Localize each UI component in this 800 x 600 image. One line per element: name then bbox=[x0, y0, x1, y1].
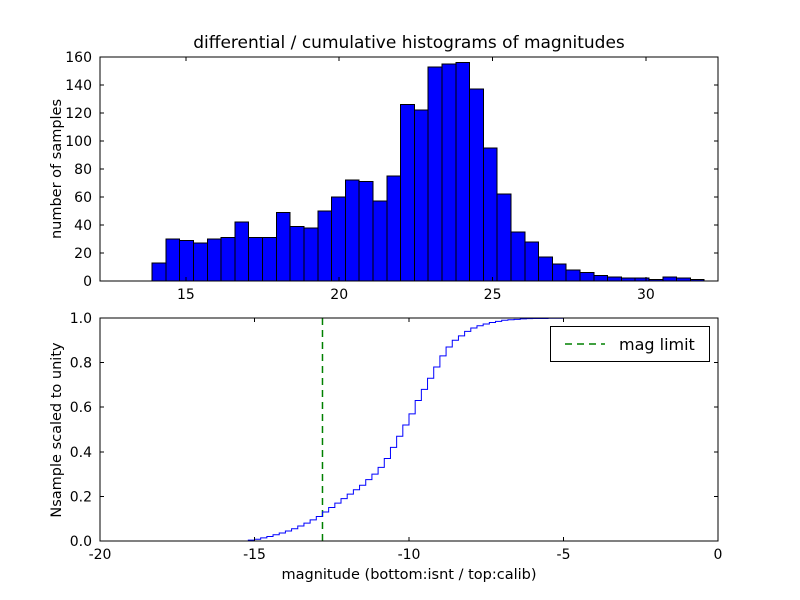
histogram-bar bbox=[193, 242, 208, 282]
y-tick-label: 100 bbox=[65, 134, 92, 150]
histogram-bar bbox=[593, 274, 609, 282]
histogram-bar bbox=[275, 211, 291, 282]
cumulative-step-line bbox=[100, 317, 718, 542]
y-tick-label: 140 bbox=[65, 78, 92, 94]
histogram-bar bbox=[358, 181, 374, 282]
histogram-bar bbox=[165, 238, 181, 282]
y-tick-label: 160 bbox=[65, 50, 92, 66]
histogram-bar bbox=[482, 147, 498, 282]
histogram-bar bbox=[441, 63, 457, 282]
histogram-bar bbox=[427, 66, 443, 282]
chart-title: differential / cumulative histograms of … bbox=[193, 33, 625, 53]
y-tick-label: 0 bbox=[83, 274, 92, 290]
histogram-bar bbox=[538, 256, 553, 282]
histogram-bar bbox=[455, 62, 471, 282]
x-tick-label: 0 bbox=[714, 547, 723, 563]
x-tick-label: 20 bbox=[330, 287, 348, 303]
histogram-bar bbox=[565, 269, 581, 282]
x-tick-label: 15 bbox=[177, 287, 195, 303]
histogram-bar bbox=[372, 200, 388, 282]
histogram-bar bbox=[206, 238, 222, 282]
top-y-axis-label: number of samples bbox=[49, 98, 65, 240]
y-tick-label: 0.8 bbox=[70, 356, 92, 372]
histogram-bar bbox=[551, 263, 567, 282]
histogram-bar bbox=[607, 276, 622, 282]
histogram-bar bbox=[524, 241, 540, 282]
legend-entry-label: mag limit bbox=[619, 334, 695, 354]
histogram-bar bbox=[496, 193, 512, 282]
bottom-y-axis-label: Nsample scaled to unity bbox=[49, 342, 65, 518]
x-tick-label: 30 bbox=[637, 287, 655, 303]
histogram-bar bbox=[579, 272, 595, 282]
histogram-bar bbox=[262, 237, 277, 282]
y-tick-label: 0.6 bbox=[70, 400, 92, 416]
x-tick-label: -15 bbox=[243, 547, 266, 563]
y-tick-label: 80 bbox=[74, 162, 92, 178]
x-axis-label: magnitude (bottom:isnt / top:calib) bbox=[281, 567, 537, 583]
y-tick-label: 0.4 bbox=[70, 445, 92, 461]
x-tick-label: 25 bbox=[484, 287, 502, 303]
legend-box: mag limit bbox=[550, 326, 710, 362]
histogram-bar bbox=[220, 237, 236, 282]
histogram-bar bbox=[289, 225, 305, 282]
histogram-bar bbox=[469, 88, 484, 282]
y-tick-label: 60 bbox=[74, 190, 92, 206]
y-tick-label: 1.0 bbox=[70, 311, 92, 327]
y-tick-label: 0.0 bbox=[70, 534, 92, 550]
histogram-bar bbox=[510, 231, 526, 282]
histogram-bar bbox=[662, 276, 678, 282]
histogram-bar bbox=[303, 227, 319, 282]
histogram-bar bbox=[179, 239, 195, 282]
histogram-bar bbox=[413, 109, 429, 282]
legend-dashed-line-icon bbox=[565, 343, 605, 345]
y-tick-label: 0.2 bbox=[70, 489, 92, 505]
y-tick-label: 120 bbox=[65, 106, 92, 122]
x-tick-label: -5 bbox=[557, 547, 571, 563]
histogram-bar bbox=[151, 262, 167, 282]
histogram-bar bbox=[400, 104, 415, 282]
histogram-bar bbox=[344, 179, 360, 282]
histogram-bar bbox=[386, 175, 402, 282]
histogram-bar bbox=[248, 237, 264, 282]
histogram-bar bbox=[317, 210, 333, 282]
y-tick-label: 40 bbox=[74, 218, 92, 234]
histogram-bar bbox=[234, 221, 250, 282]
histogram-bar bbox=[331, 196, 346, 282]
x-tick-label: -10 bbox=[398, 547, 421, 563]
y-tick-label: 20 bbox=[74, 246, 92, 262]
x-tick-label: -20 bbox=[89, 547, 112, 563]
